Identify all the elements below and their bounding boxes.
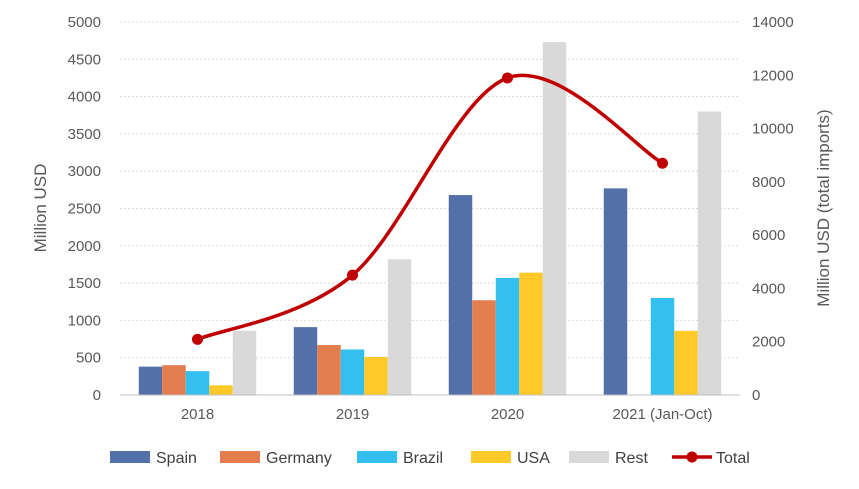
bars [138,42,722,396]
y-tick-label-right: 4000 [752,280,785,297]
total-point-1 [347,269,358,281]
y-axis-title-right: Million USD (total imports) [814,109,833,306]
legend-label-usa: USA [517,450,550,467]
bar-usa-3 [674,330,698,395]
y-tick-label-left: 4000 [68,89,101,106]
legend-swatch-rest [569,451,609,463]
bar-spain-3 [603,188,628,395]
y-tick-label-left: 3500 [68,126,101,143]
total-point-0 [192,333,203,345]
legend-label-rest: Rest [615,450,648,467]
bar-germany-0 [162,365,186,395]
y-tick-label-left: 5000 [68,14,101,31]
legend-swatch-usa [471,451,511,463]
y-tick-label-left: 1000 [68,312,101,329]
bar-brazil-2 [495,277,520,395]
x-tick-label: 2021 (Jan-Oct) [612,406,712,423]
x-tick-label: 2019 [336,406,369,423]
bar-rest-2 [542,42,567,395]
y-tick-label-right: 2000 [752,334,785,351]
legend-label-brazil: Brazil [403,450,443,467]
legend: Spain Germany Brazil USA Rest Total [110,450,750,467]
bar-germany-2 [472,300,496,395]
total-line-path [195,73,665,342]
legend-swatch-spain [110,451,150,463]
bar-usa-0 [209,385,233,395]
bar-rest-0 [232,330,257,395]
legend-swatch-germany [220,451,260,463]
bar-germany-1 [317,345,341,395]
y-tick-label-right: 8000 [752,174,785,191]
total-point-3 [657,157,668,169]
legend-label-spain: Spain [156,450,197,467]
grid-lines [120,21,740,359]
y-axis-left-ticks: 0 500 1000 1500 2000 2500 3000 3500 4000 4500 5000 [68,14,101,404]
total-point-2 [502,72,513,84]
bar-brazil-0 [185,371,210,395]
bar-rest-1 [387,259,412,395]
y-tick-label-right: 10000 [752,121,794,138]
y-tick-label-left: 0 [93,387,101,404]
y-tick-label-left: 3000 [68,163,101,180]
y-axis-right-ticks: 0 2000 4000 6000 8000 10000 12000 14000 [752,14,794,404]
y-tick-label-right: 6000 [752,227,785,244]
legend-label-germany: Germany [266,450,332,467]
y-axis-title-left: Million USD [31,164,50,253]
bar-spain-2 [448,195,473,395]
y-tick-label-right: 12000 [752,67,794,84]
legend-label-total: Total [716,450,750,467]
y-tick-label-left: 4500 [68,51,101,68]
bar-spain-0 [138,366,163,395]
y-tick-label-right: 0 [752,387,760,404]
y-tick-label-left: 2500 [68,201,101,218]
y-tick-label-left: 500 [76,350,101,367]
x-tick-label: 2020 [491,406,524,423]
total-line [192,72,668,345]
x-axis-ticks: 2018 2019 2020 2021 (Jan-Oct) [181,406,713,423]
bar-usa-1 [364,356,388,395]
y-tick-label-right: 14000 [752,14,794,31]
bar-brazil-3 [650,298,675,395]
bar-brazil-1 [340,349,365,395]
bar-usa-2 [519,272,543,395]
y-tick-label-left: 1500 [68,275,101,292]
legend-swatch-total-marker [686,451,698,463]
bar-spain-1 [293,327,318,395]
bar-rest-3 [697,111,722,396]
legend-swatch-brazil [357,451,397,463]
x-tick-label: 2018 [181,406,214,423]
y-tick-label-left: 2000 [68,238,101,255]
